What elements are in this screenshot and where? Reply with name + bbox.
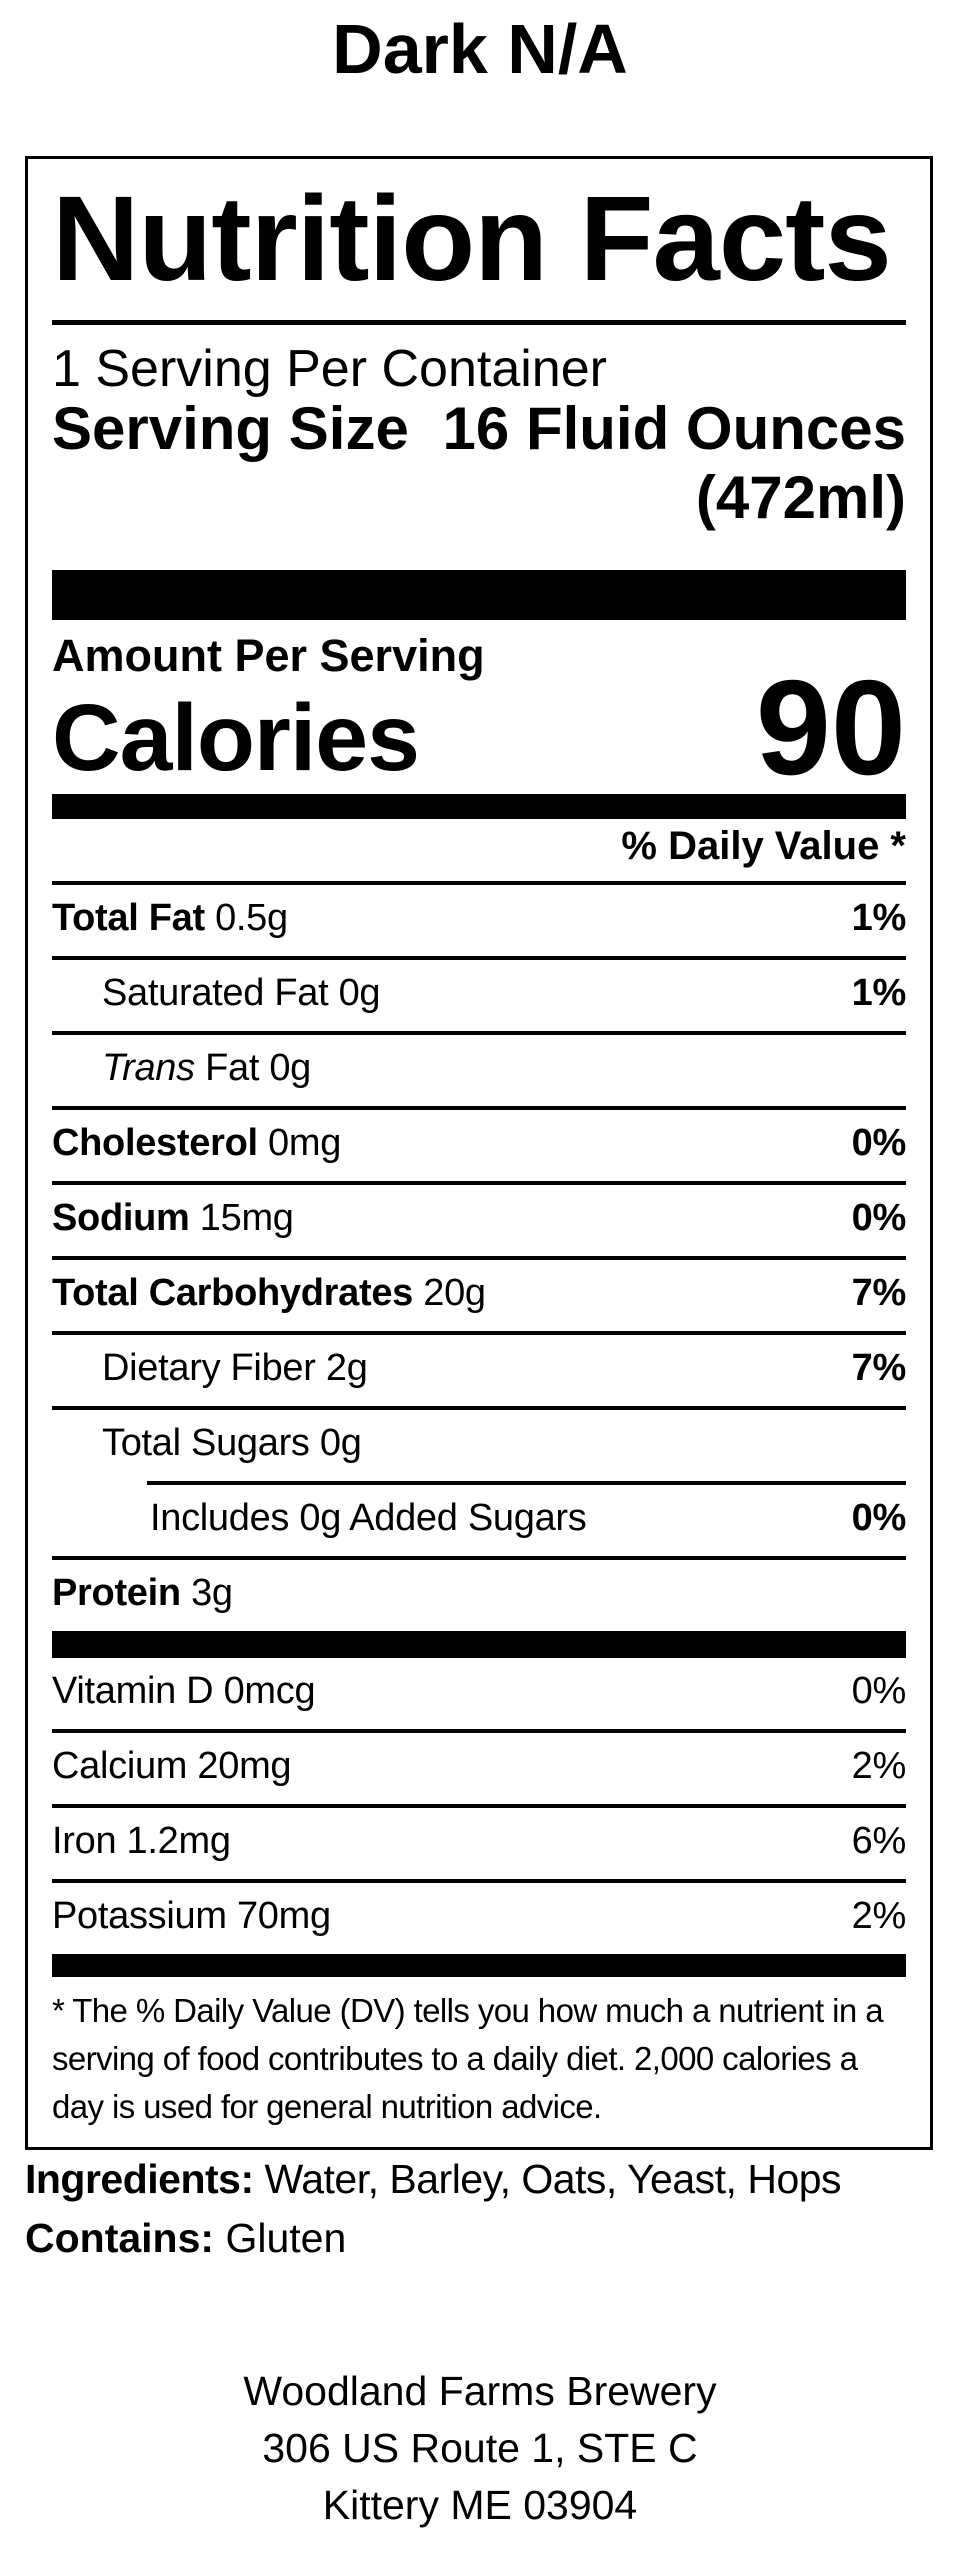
row-separator bbox=[52, 956, 906, 960]
divider-bar-medium bbox=[52, 794, 906, 819]
divider-bar-thick bbox=[52, 570, 906, 620]
nutrient-name: Cholesterol 0mg bbox=[52, 1122, 342, 1164]
nutrient-daily-value: 7% bbox=[851, 1347, 907, 1389]
contains-label: Contains: bbox=[25, 2215, 215, 2261]
nutrient-daily-value: 0% bbox=[851, 1497, 907, 1539]
daily-value-rule bbox=[52, 881, 906, 885]
address-line: Kittery ME 03904 bbox=[322, 2482, 638, 2528]
nutrient-row: Dietary Fiber 2g 7% bbox=[52, 1335, 906, 1406]
nutrient-name: Potassium 70mg bbox=[52, 1895, 331, 1937]
nutrient-row: Includes 0g Added Sugars 0% bbox=[52, 1485, 906, 1556]
nutrition-facts-panel: Nutrition Facts 1 Serving Per Container … bbox=[25, 156, 933, 2150]
nutrient-daily-value: 2% bbox=[851, 1895, 907, 1937]
nutrient-row: Saturated Fat 0g 1% bbox=[52, 960, 906, 1031]
nutrient-daily-value: 0% bbox=[851, 1122, 907, 1164]
nutrient-row: Trans Fat 0g bbox=[52, 1035, 906, 1106]
row-separator bbox=[52, 1729, 906, 1733]
page-title: Dark N/A bbox=[332, 10, 628, 88]
address-line: 306 US Route 1, STE C bbox=[262, 2425, 698, 2471]
amount-per-serving-label: Amount Per Serving bbox=[52, 630, 485, 681]
footnote-line: * The % Daily Value (DV) tells you how m… bbox=[52, 1992, 884, 2029]
footnote-line: day is used for general nutrition advice… bbox=[52, 2088, 602, 2125]
divider-bar-footnote bbox=[52, 1954, 906, 1977]
nutrient-row: Total Sugars 0g bbox=[52, 1410, 906, 1481]
ingredients-label: Ingredients: bbox=[25, 2156, 254, 2202]
calories-row: Calories 90 bbox=[52, 652, 906, 803]
footnote-line: serving of food contributes to a daily d… bbox=[52, 2040, 858, 2077]
row-separator bbox=[52, 1181, 906, 1185]
nutrient-daily-value: 1% bbox=[851, 972, 907, 1014]
ingredients-line: Ingredients: Water, Barley, Oats, Yeast,… bbox=[25, 2154, 935, 2204]
daily-value-footnote: * The % Daily Value (DV) tells you how m… bbox=[52, 1987, 906, 2131]
nutrient-daily-value: 7% bbox=[851, 1272, 907, 1314]
nutrient-name: Trans Fat 0g bbox=[102, 1047, 312, 1089]
nutrient-row: Vitamin D 0mcg 0% bbox=[52, 1658, 906, 1729]
daily-value-header: % Daily Value * bbox=[621, 824, 906, 868]
ingredients-value: Water, Barley, Oats, Yeast, Hops bbox=[264, 2156, 842, 2202]
nutrient-name: Vitamin D 0mcg bbox=[52, 1670, 316, 1712]
nutrient-name: Total Sugars 0g bbox=[102, 1422, 362, 1464]
nutrient-name: Saturated Fat 0g bbox=[102, 972, 381, 1014]
serving-size-row: Serving Size 16 Fluid Ounces bbox=[52, 399, 906, 459]
nutrient-row: Total Carbohydrates 20g 7% bbox=[52, 1260, 906, 1331]
calories-value: 90 bbox=[755, 652, 906, 803]
title-rule bbox=[52, 320, 906, 325]
serving-size-metric: (472ml) bbox=[695, 464, 906, 531]
brewery-address: Woodland Farms Brewery 306 US Route 1, ST… bbox=[25, 2363, 935, 2534]
below-label-section: Ingredients: Water, Barley, Oats, Yeast,… bbox=[0, 2150, 960, 2534]
row-separator bbox=[52, 1106, 906, 1110]
nutrient-name: Includes 0g Added Sugars bbox=[150, 1497, 587, 1539]
nutrition-facts-title: Nutrition Facts bbox=[52, 170, 892, 306]
row-separator bbox=[52, 1331, 906, 1335]
row-separator bbox=[52, 1031, 906, 1035]
contains-line: Contains: Gluten bbox=[25, 2213, 935, 2263]
nutrient-row: Calcium 20mg 2% bbox=[52, 1733, 906, 1804]
row-separator bbox=[52, 1406, 906, 1410]
row-separator bbox=[52, 1879, 906, 1883]
nutrient-daily-value: 1% bbox=[851, 897, 907, 939]
nutrient-name: Dietary Fiber 2g bbox=[102, 1347, 368, 1389]
nutrient-row: Sodium 15mg 0% bbox=[52, 1185, 906, 1256]
nutrient-row: Total Fat 0.5g 1% bbox=[52, 885, 906, 956]
nutrient-name: Total Carbohydrates 20g bbox=[52, 1272, 486, 1314]
nutrient-daily-value: 0% bbox=[851, 1197, 907, 1239]
row-separator bbox=[52, 1556, 906, 1560]
nutrient-daily-value: 2% bbox=[851, 1745, 907, 1787]
nutrient-row: Iron 1.2mg 6% bbox=[52, 1808, 906, 1879]
row-separator bbox=[52, 1804, 906, 1808]
nutrient-name: Iron 1.2mg bbox=[52, 1820, 231, 1862]
nutrient-daily-value: 0% bbox=[851, 1670, 907, 1712]
nutrient-name: Sodium 15mg bbox=[52, 1197, 294, 1239]
nutrient-row: Cholesterol 0mg 0% bbox=[52, 1110, 906, 1181]
row-separator bbox=[52, 1256, 906, 1260]
serving-size-value: 16 Fluid Ounces bbox=[442, 395, 906, 462]
serving-size-label: Serving Size bbox=[52, 395, 409, 462]
address-line: Woodland Farms Brewery bbox=[243, 2368, 717, 2414]
row-separator bbox=[147, 1481, 906, 1485]
servings-per-container: 1 Serving Per Container bbox=[52, 340, 607, 398]
nutrient-daily-value: 6% bbox=[851, 1820, 907, 1862]
nutrient-name: Protein 3g bbox=[52, 1572, 233, 1614]
nutrient-rows: Total Fat 0.5g 1% Saturated Fat 0g 1% Trans … bbox=[52, 885, 906, 1631]
vitamin-rows: Vitamin D 0mcg 0% Calcium 20mg 2% Iron 1.2mg… bbox=[52, 1658, 906, 1954]
nutrient-name: Total Fat 0.5g bbox=[52, 897, 288, 939]
contains-value: Gluten bbox=[225, 2215, 347, 2261]
calories-label: Calories bbox=[52, 685, 420, 791]
divider-bar-vitamins bbox=[52, 1631, 906, 1658]
nutrient-row: Potassium 70mg 2% bbox=[52, 1883, 906, 1954]
nutrient-name: Calcium 20mg bbox=[52, 1745, 292, 1787]
nutrient-row: Protein 3g bbox=[52, 1560, 906, 1631]
